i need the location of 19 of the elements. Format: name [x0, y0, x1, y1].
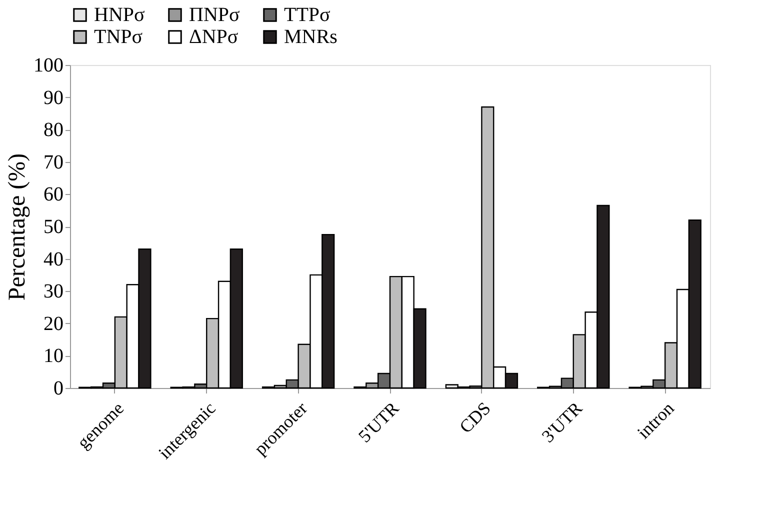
y-tick-label: 40 — [44, 248, 64, 270]
y-tick-label: 0 — [54, 378, 64, 400]
y-tick-label: 70 — [44, 151, 64, 174]
y-tick-label: 90 — [44, 86, 64, 109]
legend-label: TTPσ — [284, 4, 331, 26]
y-tick-label: 80 — [44, 119, 64, 142]
y-tick-label: 20 — [44, 312, 64, 335]
y-axis-title: Percentage (%) — [4, 153, 30, 301]
legend-label: ΔNPσ — [189, 26, 238, 48]
y-tick-label: 30 — [44, 280, 64, 303]
y-tick-label: 10 — [44, 345, 64, 368]
legend-label: ΠNPσ — [189, 4, 240, 26]
x-tick-label: CDS — [456, 398, 494, 437]
legend-label: HNPσ — [94, 4, 146, 26]
y-tick-label: 60 — [44, 184, 64, 206]
legend-label: MNRs — [284, 26, 338, 48]
legend-label: TNPσ — [94, 26, 143, 48]
y-tick-label: 50 — [44, 216, 64, 238]
y-tick-label: 100 — [34, 54, 64, 76]
